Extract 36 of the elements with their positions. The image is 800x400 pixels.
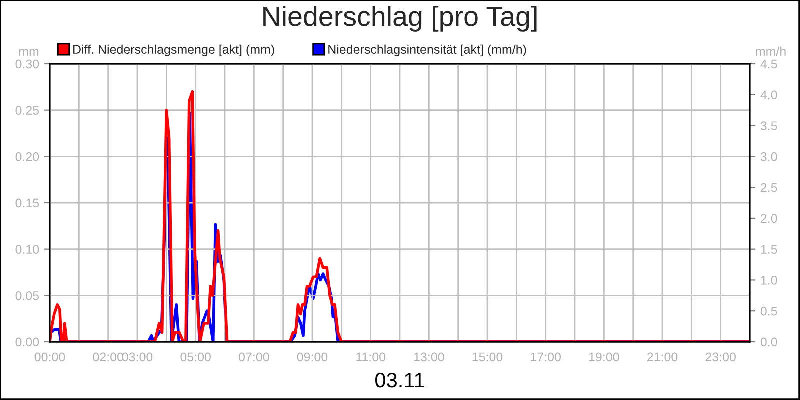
y-tick-label: 0.25 — [16, 106, 40, 115]
y-axis-title: mm — [19, 49, 39, 56]
x-tick-label: 21:00 — [647, 352, 678, 362]
y-tick-label: 0.30 — [16, 60, 40, 69]
y2-tick-label: 2.0 — [761, 214, 778, 224]
y2-tick-label: 4.0 — [760, 90, 778, 100]
x-tick-label: 23:00 — [706, 352, 736, 362]
y2-tick-label: 3.0 — [760, 152, 778, 162]
legend-label: Niederschlagsintensität [akt] (mm/h) — [328, 44, 526, 56]
y2-tick-label: 1.0 — [761, 276, 778, 285]
y-tick-label: 0.15 — [16, 198, 40, 208]
legend-label: Diff. Niederschlagsmenge [akt] (mm) — [74, 44, 274, 56]
x-tick-label: 19:00 — [589, 352, 620, 362]
y2-axis-title: mm/h — [756, 46, 786, 56]
y-tick-label: 0.20 — [16, 152, 40, 162]
chart-title: Niederschlag [pro Tag] — [264, 6, 537, 32]
y2-tick-label: 3.5 — [760, 122, 778, 130]
y-tick-label: 0.00 — [16, 338, 40, 347]
y2-tick-label: 4.5 — [760, 60, 778, 69]
x-tick-label: 03:00 — [122, 352, 153, 362]
y-tick-label: 0.10 — [16, 245, 40, 254]
x-tick-label: 15:00 — [472, 352, 503, 362]
y2-tick-label: 0.0 — [760, 338, 778, 347]
y2-tick-label: 2.5 — [761, 183, 778, 192]
x-tick-label: 11:00 — [356, 352, 386, 362]
y-tick-label: 0.05 — [16, 291, 40, 300]
y2-tick-label: 1.5 — [761, 245, 778, 254]
y2-tick-label: 0.5 — [760, 306, 778, 316]
x-tick-label: 07:00 — [239, 352, 270, 362]
x-tick-label: 13:00 — [414, 352, 444, 362]
x-tick-label: 17:00 — [531, 352, 561, 362]
x-tick-label: 09:00 — [297, 352, 328, 362]
x-tick-label: 02:00 — [93, 352, 124, 362]
x-tick-label: 05:00 — [180, 352, 211, 362]
x-axis-title: 03.11 — [376, 372, 424, 388]
x-tick-label: 00:00 — [34, 352, 66, 362]
